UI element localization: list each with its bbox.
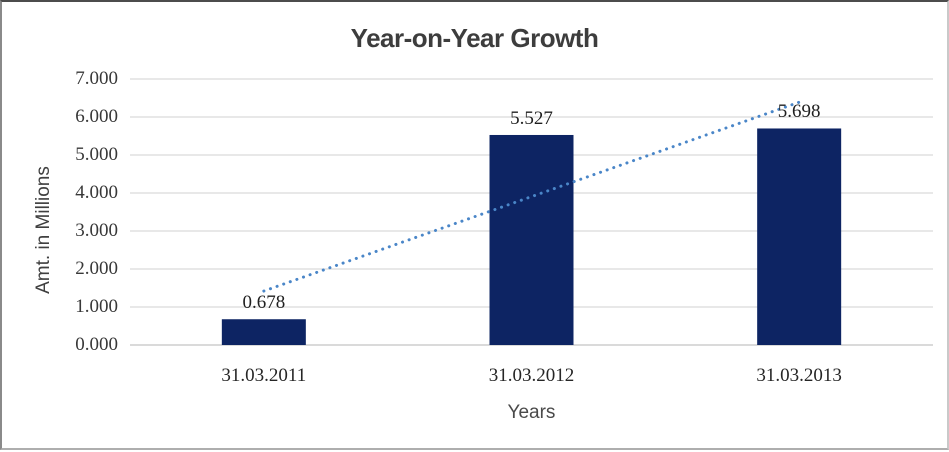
- y-tick-label-7.000: 7.000: [75, 68, 118, 89]
- y-tick-label-3.000: 3.000: [75, 220, 118, 241]
- y-tick-label-5.000: 5.000: [75, 144, 118, 165]
- y-tick-label-1.000: 1.000: [75, 296, 118, 317]
- y-tick-label-6.000: 6.000: [75, 106, 118, 127]
- bar-31.03.2013[interactable]: [757, 128, 842, 345]
- x-tick-label-31.03.2013: 31.03.2013: [756, 365, 842, 386]
- data-label-0.678: 0.678: [242, 292, 286, 314]
- x-tick-label-31.03.2012: 31.03.2012: [488, 365, 575, 386]
- y-tick-label-2.000: 2.000: [75, 258, 118, 279]
- y-tick-label-0.000: 0.000: [75, 334, 118, 355]
- x-axis-title: Years: [507, 402, 556, 423]
- data-label-5.527: 5.527: [510, 107, 553, 129]
- data-label-5.698: 5.698: [777, 101, 821, 123]
- bar-31.03.2012[interactable]: [489, 134, 574, 345]
- chart-title: Year-on-Year Growth: [350, 23, 599, 53]
- bar-31.03.2011[interactable]: [221, 319, 306, 345]
- x-tick-label-31.03.2011: 31.03.2011: [221, 365, 307, 386]
- y-tick-label-4.000: 4.000: [75, 182, 118, 203]
